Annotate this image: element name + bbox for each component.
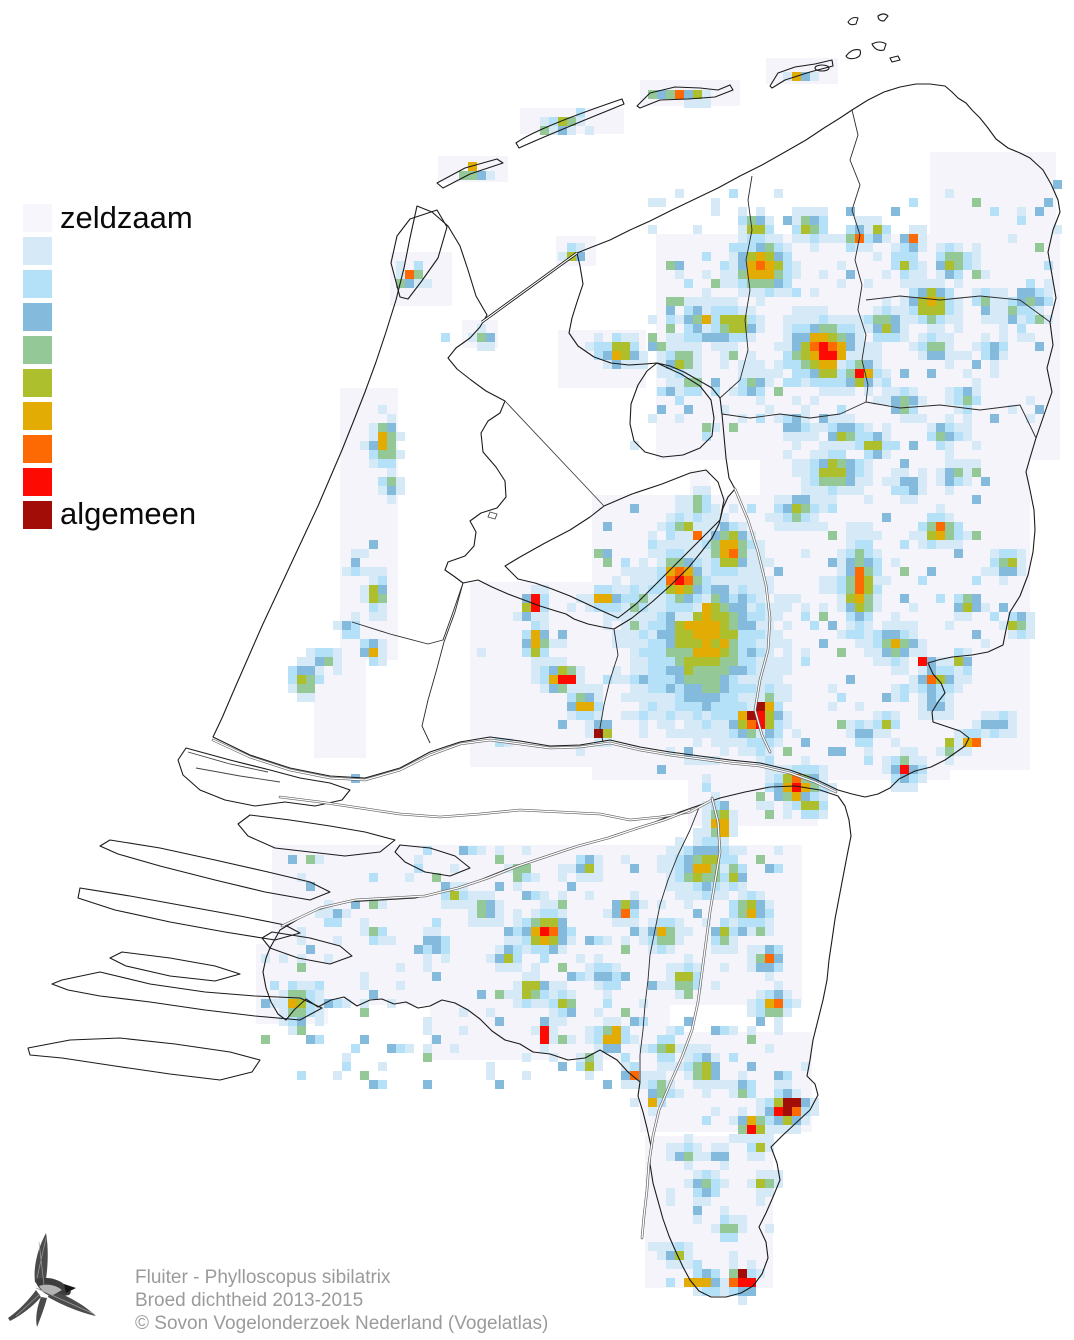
swallow-icon <box>8 1233 96 1327</box>
caption-subject: Broed dichtheid 2013-2015 <box>135 1290 364 1311</box>
islet-engelsmanplaat <box>814 64 830 72</box>
river-waal-inner <box>279 796 713 821</box>
legend-label-rare: zeldzaam <box>60 200 193 235</box>
legend-swatch-6 <box>23 402 52 430</box>
island-terschelling <box>515 98 625 149</box>
river-ijssel-inner <box>734 488 771 753</box>
coastline-north-mainland <box>212 83 1061 798</box>
legend-swatches <box>23 204 52 529</box>
border-utrecht-east <box>599 628 619 743</box>
border-friesland-drenthe <box>719 175 753 399</box>
flevoland-outline <box>504 469 725 619</box>
island-tholen <box>261 931 353 965</box>
noordoostpolder-outline <box>629 362 715 458</box>
islet-rottumeroog <box>889 55 901 63</box>
legend: zeldzaam algemeen <box>23 200 196 534</box>
islet-simonszand <box>845 49 862 60</box>
harbor-line-2 <box>195 767 281 783</box>
border-drenthe-overijssel <box>865 401 1037 439</box>
coastline-south-mainland <box>262 785 852 1298</box>
island-voorne-putten <box>177 747 351 807</box>
legend-swatch-4 <box>23 336 52 364</box>
island-walcheren-beveland <box>51 971 323 1021</box>
islet-north-1 <box>847 16 859 26</box>
island-schouwen <box>77 887 301 941</box>
density-cells-layer <box>261 72 1062 1305</box>
river-maas-brabant-inner <box>281 809 691 927</box>
legend-swatch-5 <box>23 369 52 397</box>
border-groningen-drenthe <box>865 295 1051 323</box>
caption-species: Fluiter - Phylloscopus sibilatrix <box>135 1267 391 1288</box>
legend-swatch-8 <box>23 468 52 496</box>
island-marken <box>487 511 498 520</box>
island-texel <box>390 209 448 300</box>
island-dordrecht <box>394 844 471 877</box>
river-lek-inner <box>212 739 837 793</box>
legend-swatch-3 <box>23 303 52 331</box>
map-outline-layer <box>27 13 1061 1298</box>
legend-label-common: algemeen <box>60 496 197 531</box>
island-schiermonnikoog <box>769 59 834 89</box>
legend-swatch-2 <box>23 270 52 298</box>
river-waal <box>278 795 714 822</box>
sovon-logo: Sovon <box>6 1230 136 1338</box>
island-ameland <box>636 84 734 109</box>
island-vlieland <box>436 158 504 189</box>
border-friesland-groningen <box>849 109 869 403</box>
legend-swatch-1 <box>23 237 52 265</box>
zeeuws-vlaanderen <box>27 1037 261 1081</box>
island-hoeksche-waard <box>237 814 396 857</box>
border-holland <box>351 582 464 645</box>
houtribdijk <box>504 400 605 507</box>
river-maas-limburg-inner <box>641 797 721 1239</box>
border-friesland-overijssel <box>721 401 867 419</box>
border-utrecht-west <box>421 582 464 744</box>
island-noord-beveland <box>109 951 241 982</box>
islet-rottumerplaat <box>871 41 887 51</box>
legend-swatch-9 <box>23 501 52 529</box>
islet-north-2 <box>877 13 889 22</box>
harbor-line-1 <box>187 751 269 773</box>
afsluitdijk-inner <box>481 252 578 323</box>
map-caption: Fluiter - Phylloscopus sibilatrix Broed … <box>135 1266 548 1335</box>
island-goeree <box>99 839 331 901</box>
legend-swatch-7 <box>23 435 52 463</box>
border-brabant-limburg <box>639 804 701 1082</box>
caption-copyright: © Sovon Vogelonderzoek Nederland (Vogela… <box>135 1313 549 1334</box>
legend-swatch-0 <box>23 204 52 232</box>
